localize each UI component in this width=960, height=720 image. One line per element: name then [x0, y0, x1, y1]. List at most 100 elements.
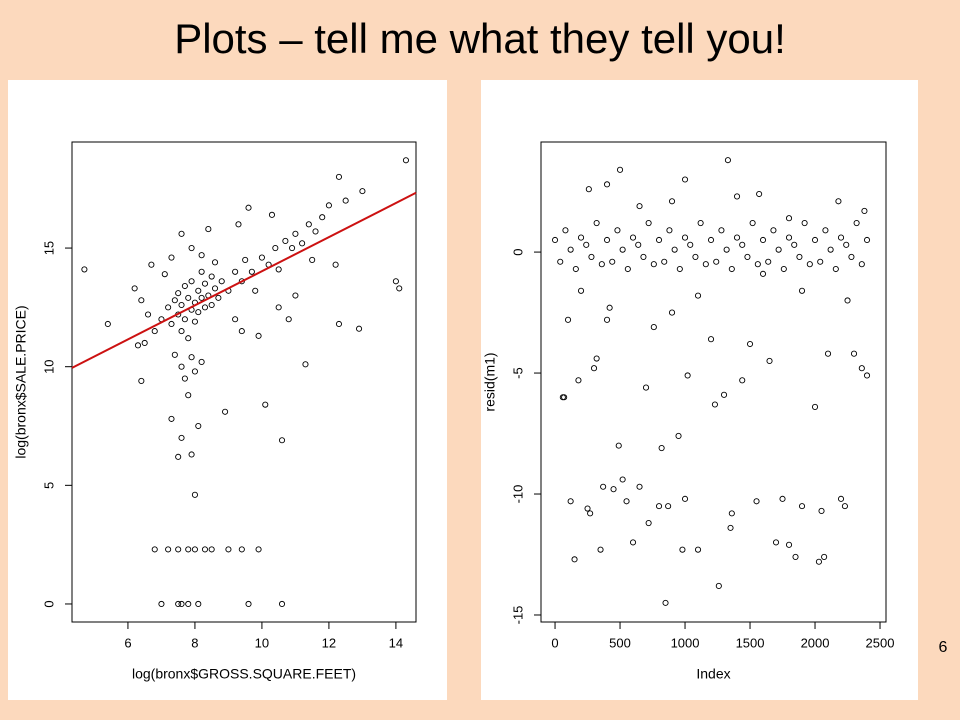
- point: [208, 273, 215, 280]
- point: [603, 181, 611, 188]
- point: [792, 553, 799, 560]
- point: [198, 294, 205, 301]
- point: [801, 219, 808, 227]
- point: [215, 294, 222, 301]
- point: [151, 546, 158, 553]
- point: [252, 287, 259, 294]
- point: [707, 236, 715, 244]
- point: [713, 258, 720, 265]
- point: [598, 261, 605, 268]
- fit-line: [71, 191, 417, 369]
- point: [168, 320, 175, 328]
- x-axis-label: Index: [696, 666, 730, 682]
- point: [275, 266, 282, 273]
- point: [624, 265, 631, 273]
- point: [171, 351, 178, 358]
- point: [610, 486, 617, 493]
- point: [723, 246, 730, 253]
- point: [753, 498, 760, 505]
- point: [255, 546, 262, 553]
- point: [606, 304, 613, 311]
- point: [863, 236, 871, 244]
- point: [557, 258, 564, 265]
- point: [733, 193, 741, 200]
- point: [724, 157, 731, 164]
- point: [185, 335, 192, 342]
- point: [238, 278, 245, 285]
- point: [585, 186, 592, 193]
- point: [815, 558, 822, 565]
- point: [798, 503, 806, 510]
- point: [694, 546, 702, 553]
- point: [289, 245, 296, 252]
- point: [655, 503, 663, 510]
- point: [571, 556, 578, 563]
- point: [642, 384, 650, 391]
- point: [278, 600, 286, 608]
- point: [650, 261, 657, 268]
- point: [848, 253, 855, 260]
- y-tick-label: 0: [510, 248, 525, 255]
- point: [567, 246, 574, 253]
- point: [235, 221, 242, 228]
- point: [600, 483, 607, 490]
- x-tick-label: 500: [609, 635, 631, 650]
- point: [272, 245, 279, 252]
- point: [614, 227, 621, 234]
- point: [572, 265, 579, 273]
- point: [821, 553, 828, 560]
- point: [191, 368, 198, 375]
- point: [615, 442, 622, 449]
- point: [590, 365, 598, 372]
- point: [356, 325, 363, 332]
- point: [692, 253, 699, 260]
- point: [567, 498, 574, 505]
- point: [676, 265, 683, 273]
- point: [844, 297, 851, 304]
- point: [359, 188, 366, 195]
- point: [181, 375, 188, 382]
- point: [718, 227, 725, 234]
- y-axis-label: resid(m1): [482, 352, 498, 411]
- point: [161, 271, 168, 278]
- point: [178, 301, 185, 309]
- point: [245, 204, 252, 211]
- point: [636, 483, 643, 490]
- point: [188, 278, 195, 285]
- point: [185, 546, 192, 553]
- point: [629, 234, 637, 241]
- point: [583, 241, 590, 248]
- point: [561, 394, 568, 401]
- point: [798, 287, 806, 294]
- point: [191, 491, 198, 498]
- point: [720, 391, 728, 398]
- x-tick-label: 8: [191, 635, 198, 650]
- point: [858, 365, 865, 372]
- point: [727, 524, 734, 531]
- point: [195, 422, 202, 430]
- point: [640, 253, 647, 260]
- point: [238, 546, 245, 553]
- point: [302, 361, 309, 368]
- point: [749, 219, 756, 227]
- point: [775, 246, 782, 253]
- point: [603, 316, 611, 323]
- point: [715, 582, 722, 590]
- point: [681, 495, 689, 502]
- point: [759, 270, 767, 277]
- point: [185, 294, 192, 301]
- point: [195, 287, 202, 294]
- point: [191, 546, 198, 553]
- point: [671, 246, 678, 253]
- x-tick-label: 2500: [866, 635, 895, 650]
- point: [551, 236, 559, 244]
- y-tick-label: -10: [510, 485, 525, 504]
- point: [292, 230, 299, 237]
- page-number: 6: [939, 639, 948, 656]
- point: [616, 166, 624, 173]
- x-tick-label: 1000: [671, 635, 700, 650]
- point: [205, 226, 212, 233]
- point: [837, 234, 845, 241]
- point: [785, 234, 793, 241]
